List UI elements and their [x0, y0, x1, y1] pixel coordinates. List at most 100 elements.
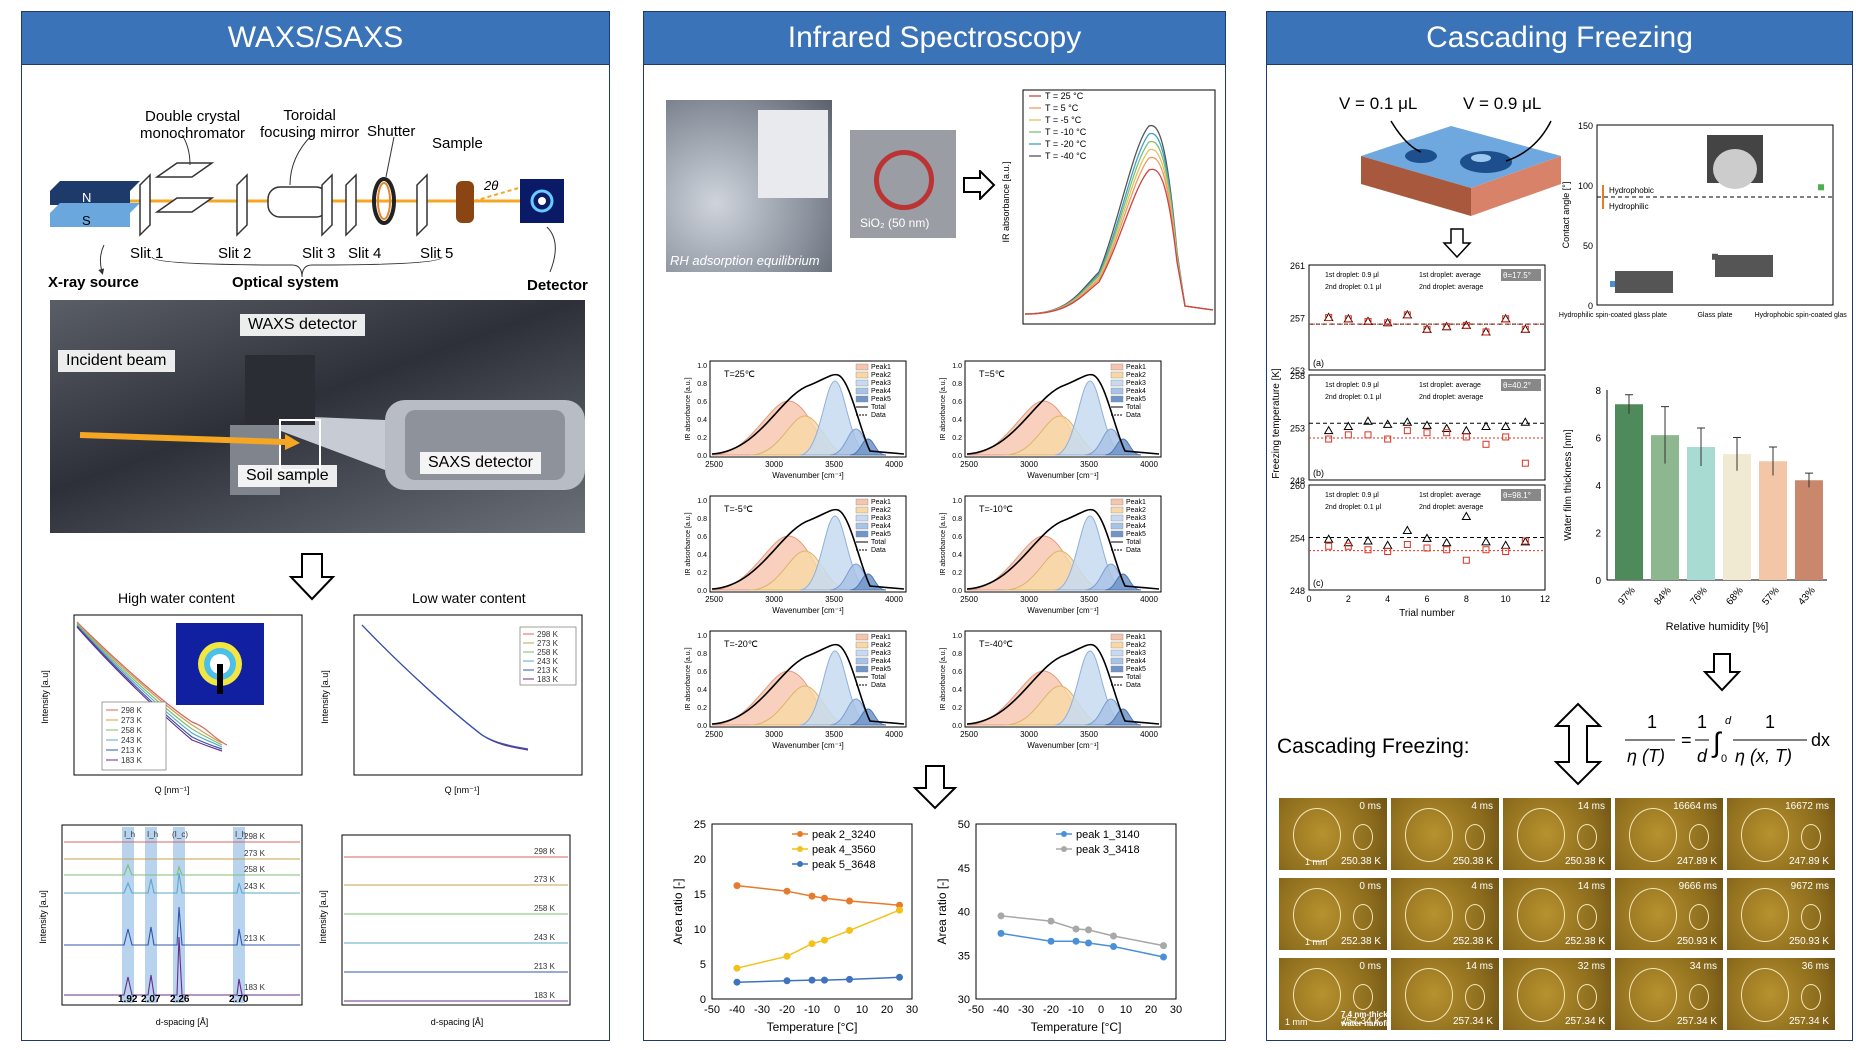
ratio-point	[1085, 939, 1092, 947]
ratio-point	[821, 936, 828, 944]
freeze-ytick: 248	[1290, 476, 1305, 486]
freeze-leg-0: 1st droplet: 0.9 μl	[1325, 272, 1379, 279]
freeze-first-point	[1500, 421, 1511, 430]
freeze-first-point	[1402, 417, 1413, 426]
fit-xtick: 3500	[825, 460, 843, 469]
freeze-xtick: 6	[1424, 594, 1429, 604]
fit-leg-text: Peak3	[871, 380, 891, 387]
slit-3	[321, 173, 333, 237]
freeze-panel-id: (a)	[1313, 358, 1324, 368]
freeze-frame-r1c4: 9672 ms 250.93 K	[1727, 878, 1835, 950]
ratio-point	[997, 912, 1005, 920]
ratio-xtick: 10	[856, 1004, 868, 1016]
freeze-xtick: 10	[1501, 594, 1511, 604]
fit-leg-swatch	[1110, 395, 1124, 403]
slit-1-label: Slit 1	[130, 245, 164, 262]
fit-xtick: 2500	[960, 730, 978, 739]
freeze-xtick: 4	[1385, 594, 1390, 604]
freeze-second-point	[1482, 440, 1490, 448]
ir-leg-1: T = 5 °C	[1045, 103, 1079, 113]
xrd-low-lab-4: 213 K	[534, 962, 556, 971]
freeze-second-point	[1364, 546, 1372, 554]
fit-ytick: 0.2	[952, 435, 962, 442]
ratio-xtick: -10	[804, 1004, 820, 1016]
sio2-caption: SiO₂ (50 nm)	[860, 216, 930, 230]
freeze-leg-2: 1st droplet: average	[1419, 492, 1481, 499]
fit-leg-text: Peak2	[1126, 507, 1146, 514]
fit-xtick: 2500	[705, 460, 723, 469]
saxs-high-leg-1: 273 K	[121, 716, 143, 725]
freeze-second-point	[1521, 537, 1529, 545]
ratio-point	[1047, 917, 1055, 925]
frame-time: 16672 ms	[1785, 801, 1829, 812]
ratio-leg-text: peak 3_3418	[1076, 844, 1140, 856]
xrd-high-lab-2: 258 K	[244, 865, 266, 874]
saxs-high-xlabel: Q [nm⁻¹]	[155, 785, 190, 795]
freeze-xtick: 12	[1540, 594, 1550, 604]
scale-bar-label: 1 mm	[1285, 1017, 1308, 1027]
ratio-xtick: 30	[1170, 1004, 1182, 1016]
droplet-photo-2	[1715, 255, 1773, 277]
freeze-leg-1: 2nd droplet: 0.1 μl	[1325, 284, 1382, 291]
fit-leg-swatch	[855, 641, 869, 649]
freeze-frame-r2c3: 34 ms 257.34 K	[1615, 958, 1723, 1030]
ratio-series-line-1	[736, 909, 900, 969]
xrd-low-xlabel: d-spacing [Å]	[431, 1017, 484, 1027]
down-arrow-cascade-2	[1702, 653, 1742, 692]
xrd-high-chart: 298 K 273 K 258 K 243 K 213 K 183 K I_h …	[38, 824, 303, 1027]
xrd-low-lab-0: 298 K	[534, 847, 556, 856]
small-droplet	[1801, 904, 1821, 930]
ratio-xtick: -40	[993, 1004, 1009, 1016]
ratio-point	[1110, 932, 1117, 940]
slit-2	[236, 173, 248, 237]
small-droplet	[1801, 984, 1821, 1010]
freeze-first-point	[1461, 511, 1472, 520]
panel-title-waxs: WAXS/SAXS	[22, 12, 609, 65]
freeze-frame-1	[1308, 374, 1546, 481]
ratio-leg-dot	[797, 831, 803, 837]
freeze-frame-r2c0: 0 ms 257.34 K7.4 nm-thick water nanofilm 1…	[1279, 958, 1387, 1030]
fit-leg-text: Data	[871, 547, 886, 554]
eq-d: d	[1697, 746, 1708, 766]
saxs-low-leg-4: 213 K	[537, 666, 559, 675]
freeze-second-point	[1462, 556, 1470, 564]
freeze-frame-r0c2: 14 ms 250.38 K	[1503, 798, 1611, 870]
fit-leg-swatch	[855, 665, 869, 673]
slit-3-label: Slit 3	[302, 245, 336, 262]
large-droplet	[1629, 968, 1677, 1022]
freeze-leg-0: 1st droplet: 0.9 μl	[1325, 492, 1379, 499]
freeze-leg-3: 2nd droplet: average	[1419, 284, 1483, 291]
eq-one-1: 1	[1647, 712, 1657, 732]
ratio-ytick: 45	[958, 863, 970, 875]
fit-xtick: 4000	[885, 460, 903, 469]
fit-temp-label: T=-20℃	[724, 639, 758, 649]
mono-crystal-bottom	[154, 197, 215, 213]
fit-ytick: 0.6	[697, 669, 707, 676]
band-label-0: I_h	[124, 830, 135, 839]
scale-bar-label: 1 mm	[1305, 937, 1328, 947]
fit-leg-swatch	[1110, 633, 1124, 641]
fit-leg-text: Peak1	[1126, 364, 1146, 371]
frame-time: 14 ms	[1577, 881, 1605, 892]
monochromator-label: Double crystal monochromator	[140, 108, 246, 142]
theta-text: θ=98.1°	[1503, 491, 1531, 500]
ratio-frame-1	[975, 823, 1177, 1000]
freeze-leg-1: 2nd droplet: 0.1 μl	[1325, 394, 1382, 401]
water-film-bar	[1687, 447, 1715, 580]
droplet-photo-3	[1615, 271, 1673, 293]
fit-leg-swatch	[1110, 506, 1124, 514]
fit-leg-swatch	[855, 371, 869, 379]
freeze-frame-r1c0: 0 ms 252.38 K 1 mm	[1279, 878, 1387, 950]
fit-leg-text: Data	[1126, 682, 1141, 689]
petri-dish-photo: RH adsorption equilibrium	[666, 100, 832, 272]
ratio-xtick: -50	[704, 1004, 720, 1016]
freeze-first-point	[1323, 425, 1334, 435]
eq-eta-t: η (T)	[1627, 746, 1665, 766]
fit-ytick: 0.0	[952, 723, 962, 730]
ratio-point	[1072, 925, 1080, 933]
freeze-second-point	[1325, 542, 1333, 550]
freeze-first-point	[1343, 421, 1354, 430]
small-droplet	[1577, 904, 1597, 930]
